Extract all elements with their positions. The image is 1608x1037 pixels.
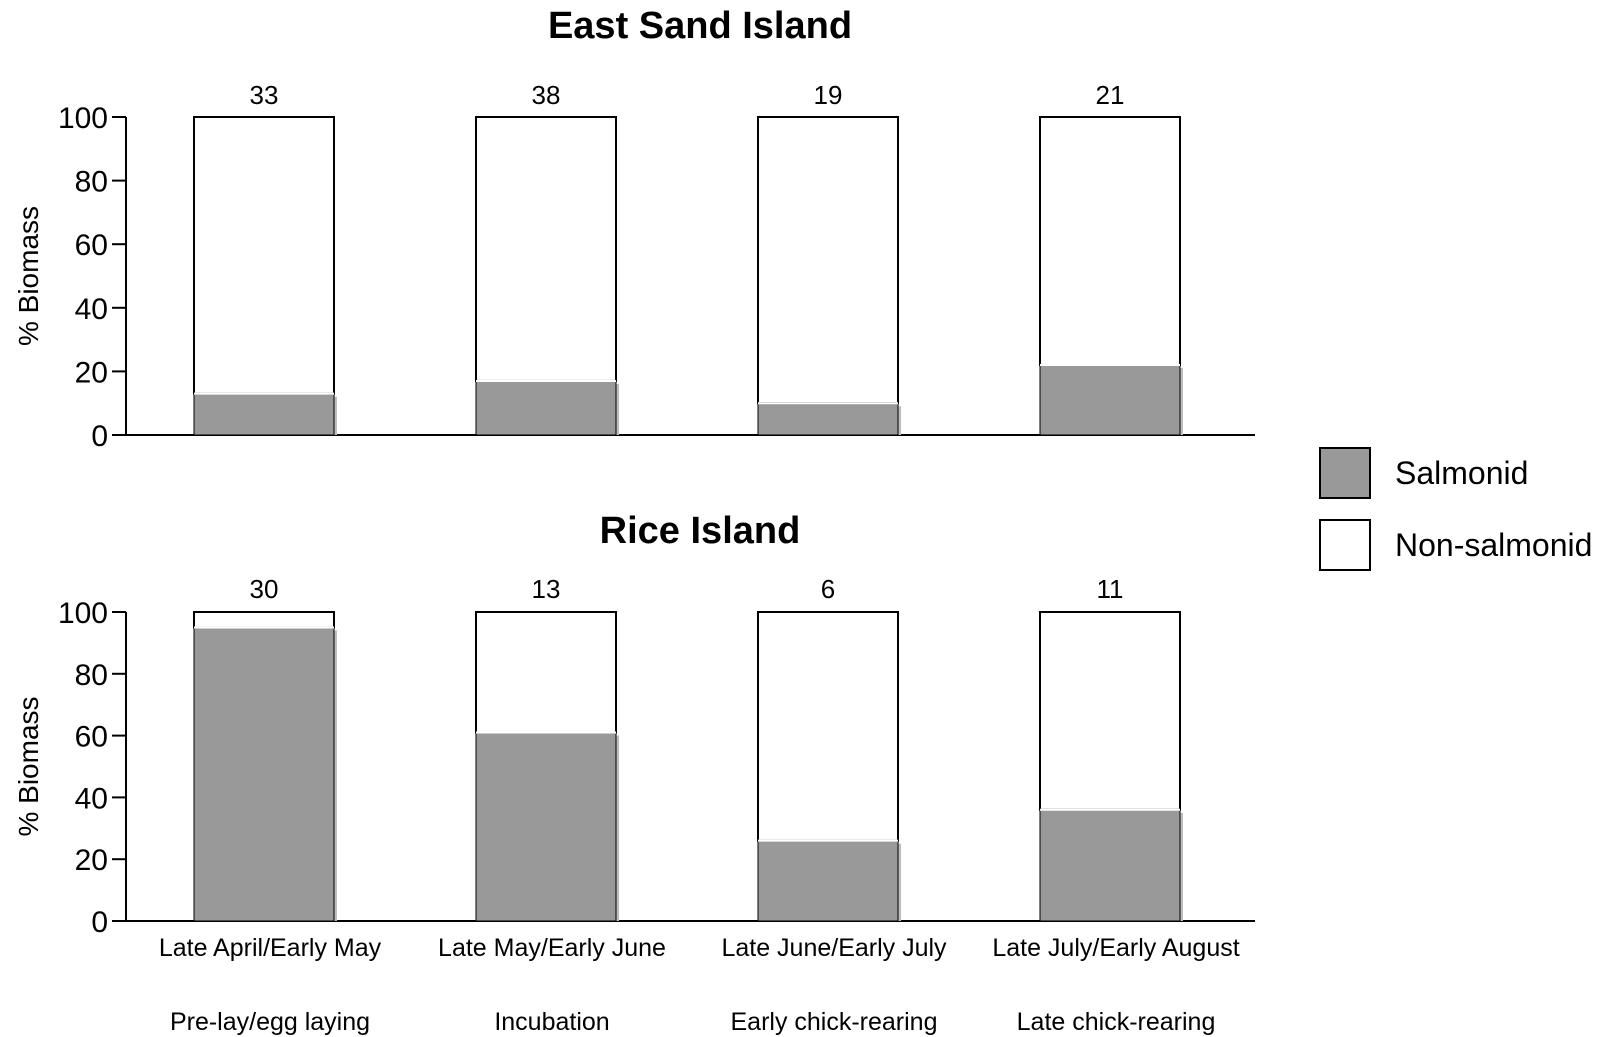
- legend-swatch-non-salmonid: [1319, 519, 1371, 571]
- y-tick-label: 100: [58, 102, 108, 135]
- y-tick-label: 60: [75, 721, 108, 754]
- y-tick-label: 40: [75, 293, 108, 326]
- x-tick-label: Late April/Early May: [159, 934, 382, 962]
- y-tick-label: 0: [91, 906, 108, 939]
- bar-non-salmonid: [475, 611, 617, 734]
- y-tick-label: 80: [75, 659, 108, 692]
- bar-non-salmonid: [193, 116, 335, 395]
- bar-salmonid: [475, 380, 617, 436]
- sample-size-label: 38: [532, 80, 561, 110]
- bar-salmonid: [193, 626, 335, 922]
- stage-labels: Pre-lay/egg laying Incubation Early chick-…: [170, 1008, 1215, 1036]
- legend-label-salmonid: Salmonid: [1395, 455, 1528, 491]
- panel-title: East Sand Island: [548, 5, 852, 47]
- stage-label: Late chick-rearing: [1017, 1008, 1216, 1036]
- sample-size-label: 30: [250, 574, 279, 604]
- sample-size-label: 6: [821, 574, 835, 604]
- stage-label: Early chick-rearing: [730, 1008, 937, 1036]
- bar-salmonid: [757, 402, 899, 436]
- sample-size-label: 21: [1096, 80, 1125, 110]
- bar-salmonid: [1039, 809, 1181, 922]
- bar-non-salmonid: [193, 611, 335, 629]
- y-axis-label: % Biomass: [13, 696, 44, 836]
- x-tick-label: Late July/Early August: [992, 934, 1239, 962]
- panel-1: East Sand Island % Biomass 0 20 40 60 80 100 33 3…: [13, 5, 1255, 453]
- y-tick-label: 80: [75, 166, 108, 199]
- bar-salmonid: [1039, 364, 1181, 436]
- y-tick-label: 40: [75, 782, 108, 815]
- bar-non-salmonid: [1039, 116, 1181, 367]
- y-tick-label: 100: [58, 597, 108, 630]
- y-tick-label: 0: [91, 420, 108, 453]
- stage-label: Incubation: [494, 1008, 609, 1036]
- bar-salmonid: [475, 732, 617, 922]
- bar-non-salmonid: [757, 116, 899, 405]
- y-axis-label: % Biomass: [13, 206, 44, 346]
- bar-non-salmonid: [1039, 611, 1181, 811]
- legend-label-non-salmonid: Non-salmonid: [1395, 527, 1592, 563]
- bar-salmonid: [757, 840, 899, 922]
- legend: Salmonid Non-salmonid: [1319, 447, 1592, 571]
- sample-size-label: 19: [814, 80, 843, 110]
- y-tick-label: 20: [75, 844, 108, 877]
- sample-size-label: 13: [532, 574, 561, 604]
- panel-2: Rice Island % Biomass 0 20 40 60 80 100 30 13 6 11 L…: [13, 510, 1255, 962]
- x-tick-label: Late May/Early June: [438, 934, 666, 962]
- y-tick-label: 20: [75, 356, 108, 389]
- bar-non-salmonid: [757, 611, 899, 842]
- panel-title: Rice Island: [600, 510, 801, 552]
- legend-swatch-salmonid: [1319, 447, 1371, 499]
- stage-label: Pre-lay/egg laying: [170, 1008, 370, 1036]
- sample-size-label: 33: [250, 80, 279, 110]
- bar-non-salmonid: [475, 116, 617, 382]
- x-tick-label: Late June/Early July: [721, 934, 947, 962]
- sample-size-label: 11: [1097, 574, 1124, 604]
- bar-salmonid: [193, 393, 335, 436]
- y-tick-label: 60: [75, 229, 108, 262]
